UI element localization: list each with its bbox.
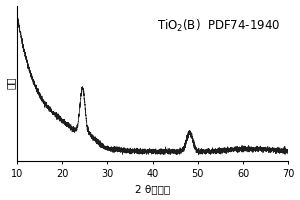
Y-axis label: 强度: 强度 [6,77,16,89]
X-axis label: 2 θ（度）: 2 θ（度） [135,184,170,194]
Text: TiO$_2$(B)  PDF74-1940: TiO$_2$(B) PDF74-1940 [157,18,280,34]
